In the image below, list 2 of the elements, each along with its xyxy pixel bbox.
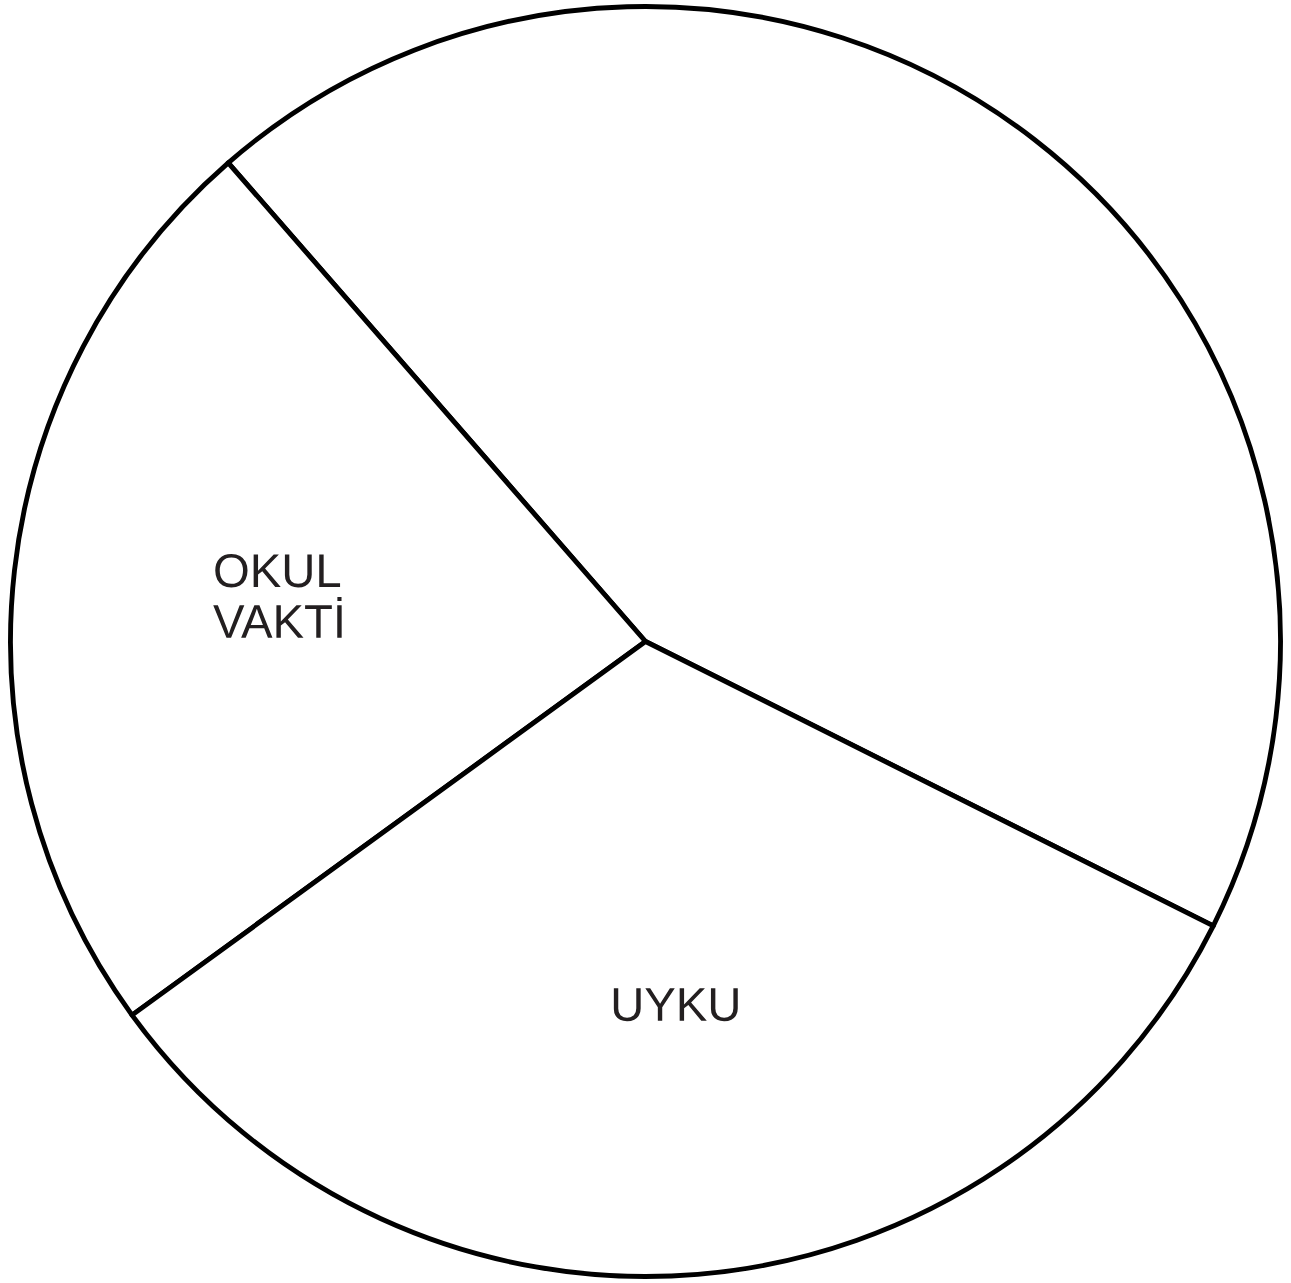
slice-label: UYKU (613, 988, 738, 1022)
slice-label: OKUL VAKTİ (213, 554, 342, 638)
